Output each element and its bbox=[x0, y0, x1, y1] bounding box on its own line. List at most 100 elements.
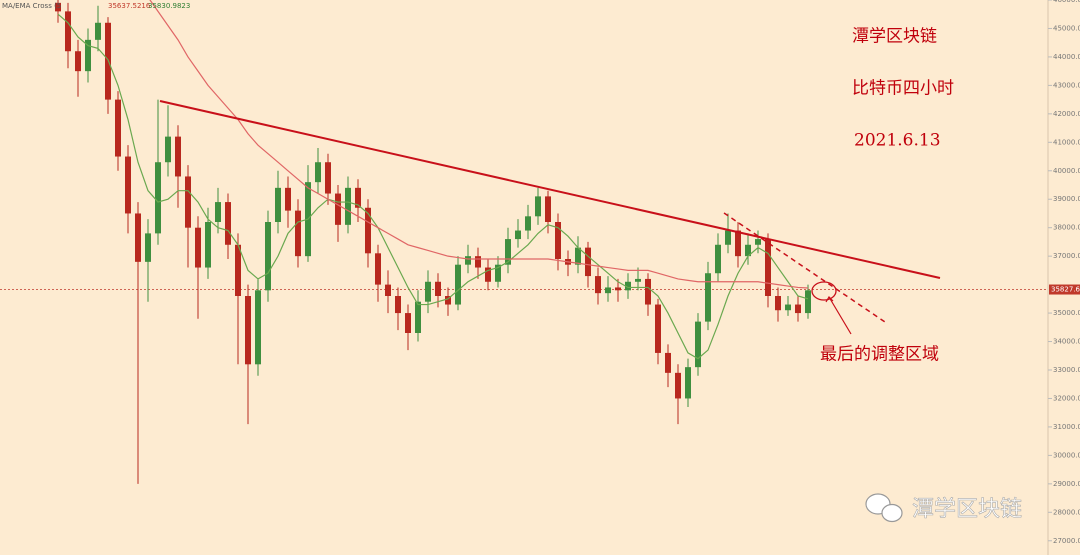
candle-body bbox=[405, 313, 411, 333]
candle-body bbox=[495, 264, 501, 282]
candle-body bbox=[335, 193, 341, 225]
candle-body bbox=[685, 367, 691, 399]
candle-body bbox=[805, 290, 811, 314]
candle-body bbox=[155, 162, 161, 234]
candle-body bbox=[455, 264, 461, 305]
last-price-label: 35827.63 bbox=[1051, 286, 1080, 294]
candle-body bbox=[325, 162, 331, 194]
y-tick-label: 41000.00 bbox=[1053, 138, 1080, 146]
candle-body bbox=[345, 187, 351, 225]
candle-body bbox=[435, 281, 441, 296]
candle-body bbox=[75, 51, 81, 72]
watermark: 潭学区块链 bbox=[912, 497, 1022, 522]
y-tick-label: 43000.00 bbox=[1053, 81, 1080, 89]
ma-line bbox=[149, 0, 809, 289]
candle-body bbox=[205, 222, 211, 268]
candle-body bbox=[615, 287, 621, 291]
candle-body bbox=[605, 287, 611, 294]
candle-body bbox=[545, 196, 551, 222]
candle-body bbox=[415, 301, 421, 333]
candle-body bbox=[465, 256, 471, 265]
candle-body bbox=[535, 196, 541, 217]
candle-body bbox=[245, 296, 251, 365]
y-tick-label: 38000.00 bbox=[1053, 224, 1080, 232]
y-tick-label: 42000.00 bbox=[1053, 110, 1080, 118]
candle-body bbox=[225, 202, 231, 245]
candle-body bbox=[505, 239, 511, 265]
y-tick-label: 29000.00 bbox=[1053, 480, 1080, 488]
ma-line bbox=[57, 13, 809, 360]
legend-value: 35637.5216 bbox=[108, 2, 151, 10]
candle-body bbox=[85, 39, 91, 72]
candle-body bbox=[625, 281, 631, 291]
candle-body bbox=[705, 273, 711, 322]
candle-body bbox=[295, 210, 301, 257]
candle-body bbox=[735, 230, 741, 257]
y-tick-label: 40000.00 bbox=[1053, 167, 1080, 175]
last-price-box bbox=[1049, 284, 1080, 295]
y-tick-label: 34000.00 bbox=[1053, 338, 1080, 346]
candle-body bbox=[795, 304, 801, 314]
y-tick-label: 27000.00 bbox=[1053, 537, 1080, 545]
trend-line bbox=[159, 100, 941, 279]
candle-body bbox=[635, 278, 641, 282]
candle-body bbox=[775, 296, 781, 311]
y-tick-label: 35000.00 bbox=[1053, 309, 1080, 317]
y-tick-label: 33000.00 bbox=[1053, 366, 1080, 374]
legend-value: 35830.9823 bbox=[148, 2, 190, 10]
candle-body bbox=[375, 253, 381, 285]
candle-body bbox=[785, 304, 791, 311]
candle-body bbox=[425, 281, 431, 302]
candle-body bbox=[665, 352, 671, 373]
candle-body bbox=[275, 187, 281, 222]
candle-body bbox=[165, 136, 171, 163]
arrow-head bbox=[825, 296, 834, 303]
candle-body bbox=[285, 187, 291, 211]
candle-body bbox=[445, 296, 451, 305]
candle-body bbox=[215, 202, 221, 222]
candle-body bbox=[95, 22, 101, 40]
y-tick-label: 28000.00 bbox=[1053, 508, 1080, 516]
candle-body bbox=[715, 244, 721, 274]
y-tick-label: 31000.00 bbox=[1053, 423, 1080, 431]
candle-body bbox=[315, 162, 321, 183]
candle-body bbox=[595, 276, 601, 294]
candle-body bbox=[675, 372, 681, 399]
candle-body bbox=[385, 284, 391, 296]
highlight-circle bbox=[811, 281, 837, 301]
candle-body bbox=[765, 239, 771, 296]
candle-body bbox=[55, 2, 61, 12]
annotation: 潭学区块链 bbox=[852, 27, 937, 47]
candle-body bbox=[585, 247, 591, 277]
candle-body bbox=[645, 278, 651, 305]
candle-body bbox=[175, 136, 181, 177]
watermark-icon bbox=[865, 493, 903, 523]
y-tick-label: 32000.00 bbox=[1053, 394, 1080, 402]
annotation: 2021.6.13 bbox=[854, 131, 941, 151]
candle-body bbox=[525, 216, 531, 231]
y-tick-label: 45000.00 bbox=[1053, 24, 1080, 32]
candle-body bbox=[395, 296, 401, 314]
candle-body bbox=[655, 304, 661, 353]
candle-body bbox=[365, 207, 371, 254]
candle-body bbox=[235, 244, 241, 296]
candle-body bbox=[475, 256, 481, 268]
annotation: 最后的调整区域 bbox=[820, 345, 939, 365]
candle-body bbox=[485, 267, 491, 282]
candle-body bbox=[195, 227, 201, 268]
candle-body bbox=[745, 244, 751, 257]
candle-body bbox=[255, 290, 261, 365]
candle-body bbox=[115, 99, 121, 157]
candle-body bbox=[185, 176, 191, 228]
candle-body bbox=[575, 247, 581, 265]
candle-body bbox=[725, 230, 731, 245]
legend-title: MA/EMA Cross (5 bbox=[2, 2, 61, 10]
candle-body bbox=[125, 156, 131, 214]
y-tick-label: 39000.00 bbox=[1053, 195, 1080, 203]
candle-body bbox=[515, 230, 521, 240]
candle-body bbox=[145, 233, 151, 262]
candle-body bbox=[265, 222, 271, 291]
candle-body bbox=[555, 222, 561, 259]
